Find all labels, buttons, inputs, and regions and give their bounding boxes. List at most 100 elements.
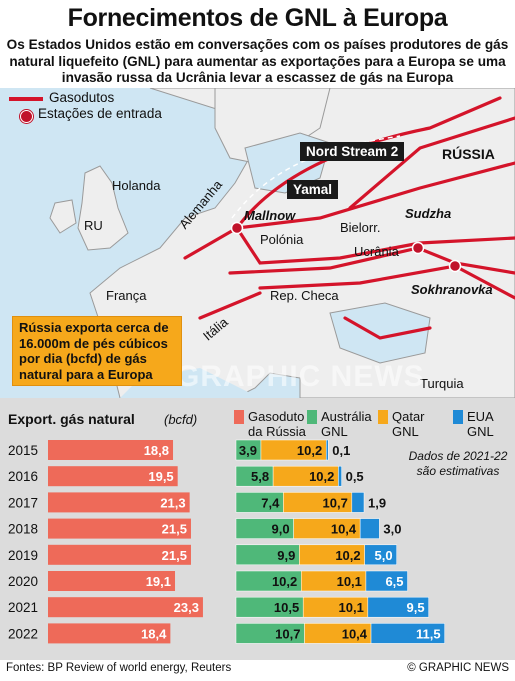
label-mallnow: Mallnow [244,208,296,223]
europe-map [0,88,515,398]
bar-russia-label: 21,3 [160,495,185,510]
page-title: Fornecimentos de GNL à Europa [67,4,448,32]
pipeline-north [348,116,515,210]
legend-stations: Estações de entrada [38,106,162,121]
chart-unit: (bcfd) [164,412,197,427]
bar-russia [48,597,203,618]
footer-sources: Fontes: BP Review of world energy, Reute… [6,662,232,674]
bar-2-label: 10,2 [297,443,322,458]
callout-yamal: Yamal [287,180,339,199]
export-chart: Export. gás natural (bcfd) Gasoduto da Rúss… [0,398,515,660]
legend-swatch-1 [307,410,317,424]
label-holland: Holanda [112,178,161,193]
legend-station-swatch [20,110,33,123]
bar-3 [338,465,342,487]
bar-2-label: 10,7 [323,495,348,510]
bar-russia [48,571,176,591]
label-turkey: Turquia [420,376,464,391]
year-label: 2016 [8,469,38,484]
bar-1-label: 10,5 [274,600,299,615]
pipeline-yamal [235,161,515,230]
year-label: 2019 [8,548,38,563]
bar-russia [48,440,174,460]
page-subtitle: Os Estados Unidos estão em conversações … [6,37,509,85]
year-label: 2021 [8,600,38,615]
chart-legend: Export. gás natural (bcfd) Gasoduto da Rúss… [8,409,508,478]
bar-3 [365,570,408,592]
bar-russia [48,518,191,539]
bar-1-label: 10,7 [275,626,300,641]
label-ukraine: Ucrânia [354,244,399,259]
label-russia: RÚSSIA [442,146,495,162]
bar-russia-label: 21,5 [162,522,187,537]
bar-2-label: 10,4 [331,522,357,537]
year-label: 2017 [8,495,38,510]
footer-copyright: © GRAPHIC NEWS [407,662,509,674]
black-sea [329,302,431,364]
bar-1-label: 7,4 [261,495,280,510]
chart-note: Dados de 2021-22 são estimativas [409,449,508,478]
station-sudzha-dot [411,241,425,255]
pipeline-south [258,264,515,300]
land-uk [77,165,129,251]
legend-pipeline-swatch [9,97,43,101]
russia-export-note: Rússia exporta cerca de 16.000m de pés c… [12,316,182,386]
label-sokhranovka: Sokhranovka [411,282,493,297]
bar-2-label: 10,2 [309,469,334,484]
bar-russia-label: 18,4 [141,626,167,641]
bar-1-label: 9,9 [277,548,295,563]
bar-3 [370,623,445,644]
legend-label-1: Austrália GNL [321,409,372,439]
bar-2-label: 10,1 [339,600,364,615]
bar-russia-label: 23,3 [174,600,199,615]
bar-3-label: 3,0 [383,522,401,537]
bar-russia [48,544,191,565]
station-mallnow-dot [230,221,244,235]
legend-label-2: Qatar GNL [392,409,425,439]
bar-3 [359,518,380,539]
pipeline-central [183,225,515,265]
bar-3 [364,544,397,566]
station-sokhranovka-dot [448,259,462,273]
bar-russia-label: 21,5 [162,548,187,563]
label-poland: Polónia [260,232,304,247]
callout-nord-stream: Nord Stream 2 [300,142,405,161]
nord-stream-dashed [231,135,401,219]
label-sudzha: Sudzha [405,206,452,221]
map-svg [0,88,515,398]
land-ireland [49,199,77,234]
label-uk: RU [84,218,103,233]
bar-1-label: 5,8 [251,469,269,484]
bar-1-label: 3,9 [239,443,257,458]
legend-label-3: EUA GNL [467,409,494,439]
bar-3-label: 0,5 [346,469,364,484]
legend-swatch-2 [378,410,388,424]
bar-1-label: 10,2 [272,574,297,589]
bar-2-label: 10,4 [342,626,368,641]
chart-bars: 2015 18,8 3,9 10,2 0,1 2016 19,5 5,8 10,2 0,5 2017… [8,439,445,644]
label-czech: Rep. Checa [270,288,339,303]
bar-3 [367,596,429,618]
year-label: 2018 [8,522,38,537]
chart-title: Export. gás natural [8,411,135,427]
bar-russia [48,623,171,644]
watermark: GRAPHIC NEWS [176,360,425,393]
bar-3 [325,439,329,461]
bar-russia-label: 19,5 [148,469,173,484]
label-belarus: Bielorr. [340,220,381,235]
legend-pipelines: Gasodutos [49,90,115,105]
bar-3-label: 9,5 [407,600,425,615]
legend-swatch-3 [453,410,463,424]
year-label: 2015 [8,443,38,458]
pipeline-nord-stream [235,96,502,230]
bar-1-label: 9,0 [272,522,290,537]
bar-2-label: 10,2 [335,548,360,563]
year-label: 2020 [8,574,38,589]
bar-3-label: 5,0 [375,548,393,563]
bar-3-label: 6,5 [385,574,403,589]
bar-3-label: 11,5 [416,626,441,641]
year-label: 2022 [8,626,38,641]
bar-russia-label: 19,1 [146,574,171,589]
legend-swatch-0 [234,410,244,424]
pipeline-italy [198,291,262,320]
